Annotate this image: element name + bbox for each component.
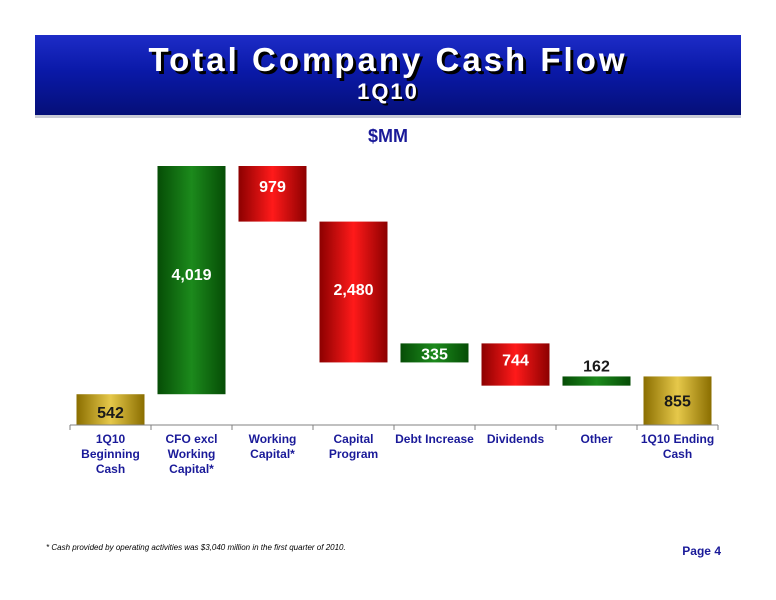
- bar-7: [562, 376, 631, 386]
- bar-3: [238, 166, 307, 222]
- footnote: * Cash provided by operating activities …: [46, 543, 346, 552]
- bar-4: [319, 221, 388, 363]
- bar-2: [157, 166, 226, 395]
- category-label-1: 1Q10 Beginning Cash: [81, 432, 140, 476]
- bar-value-label-6: 744: [502, 352, 529, 369]
- category-label-2: CFO excl Working Capital*: [165, 432, 217, 476]
- bar-value-label-8: 855: [664, 394, 691, 411]
- page-subtitle: 1Q10: [357, 79, 419, 104]
- bar-value-label-5: 335: [421, 346, 448, 363]
- bar-1: [76, 394, 145, 425]
- bar-value-label-2: 4,019: [171, 267, 211, 284]
- title-banner: Total Company Cash Flow 1Q10: [35, 35, 741, 115]
- category-label-5: Debt Increase: [395, 432, 474, 446]
- category-label-7: Other: [580, 432, 612, 446]
- bar-value-label-1: 542: [97, 405, 124, 422]
- bar-value-label-4: 2,480: [333, 282, 373, 299]
- bar-5: [400, 343, 469, 363]
- chart-unit-label: $MM: [368, 126, 408, 146]
- bar-value-label-3: 979: [259, 179, 286, 196]
- category-label-3: Working Capital*: [249, 432, 297, 461]
- page-number: Page 4: [682, 544, 721, 558]
- bar-8: [643, 376, 712, 425]
- category-label-8: 1Q10 Ending Cash: [641, 432, 714, 461]
- category-label-6: Dividends: [487, 432, 545, 446]
- bar-value-label-7: 162: [583, 358, 610, 375]
- page-title: Total Company Cash Flow: [148, 41, 628, 78]
- bar-6: [481, 343, 550, 386]
- category-label-4: Capital Program: [329, 432, 378, 461]
